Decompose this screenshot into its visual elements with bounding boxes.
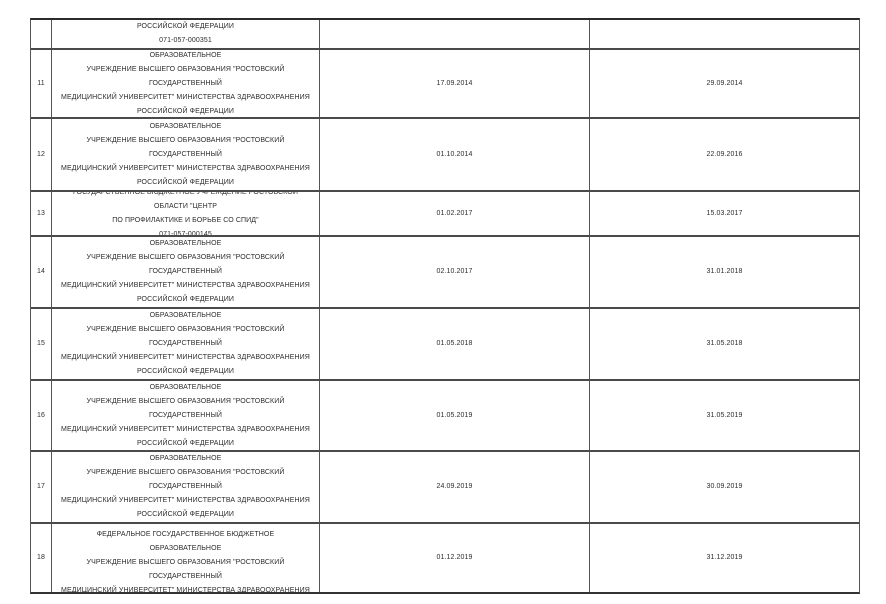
date-from-cell: 01.10.2014 <box>320 119 590 190</box>
date-to-cell: 31.12.2019 <box>706 554 743 561</box>
date-to-cell: 31.05.2018 <box>706 340 743 347</box>
table-row: 16 ФЕДЕРАЛЬНОЕ ГОСУДАРСТВЕННОЕ БЮДЖЕТНОЕ… <box>31 381 859 452</box>
table-row: 15 ФЕДЕРАЛЬНОЕ ГОСУДАРСТВЕННОЕ БЮДЖЕТНОЕ… <box>31 309 859 381</box>
organization-cell: ФЕДЕРАЛЬНОЕ ГОСУДАРСТВЕННОЕ БЮДЖЕТНОЕ ОБ… <box>52 524 320 592</box>
table-row: 13 ГОСУДАРСТВЕННОЕ БЮДЖЕТНОЕ УЧРЕЖДЕНИЕ … <box>31 192 859 237</box>
organization-cell: ФЕДЕРАЛЬНОЕ ГОСУДАРСТВЕННОЕ БЮДЖЕТНОЕ ОБ… <box>52 237 320 307</box>
row-number-cell: 13 <box>31 192 52 235</box>
organization-cell: ФЕДЕРАЛЬНОЕ ГОСУДАРСТВЕННОЕ БЮДЖЕТНОЕ ОБ… <box>52 119 320 190</box>
row-number-cell: 16 <box>31 381 52 450</box>
date-from-cell: 01.05.2018 <box>320 309 590 379</box>
table-row: 17 ФЕДЕРАЛЬНОЕ ГОСУДАРСТВЕННОЕ БЮДЖЕТНОЕ… <box>31 452 859 524</box>
organization-cell: ГОСУДАРСТВЕННОЕ БЮДЖЕТНОЕ УЧРЕЖДЕНИЕ РОС… <box>52 192 320 235</box>
table-row-cut: 18 ФЕДЕРАЛЬНОЕ ГОСУДАРСТВЕННОЕ БЮДЖЕТНОЕ… <box>31 524 859 592</box>
table-row: 11 ФЕДЕРАЛЬНОЕ ГОСУДАРСТВЕННОЕ БЮДЖЕТНОЕ… <box>31 50 859 119</box>
date-from-cell: 01.05.2019 <box>320 381 590 450</box>
date-from-cell: 17.09.2014 <box>320 50 590 117</box>
date-to-cell: 29.09.2014 <box>706 79 743 87</box>
date-to-cell: 15.03.2017 <box>706 209 743 217</box>
date-to-cell: 22.09.2016 <box>706 150 743 158</box>
date-from-cell: 01.12.2019 <box>320 524 590 592</box>
license-table: РОССИЙСКОЙ ФЕДЕРАЦИИ 071-057-000351 11 Ф… <box>30 18 860 594</box>
organization-cell: ФЕДЕРАЛЬНОЕ ГОСУДАРСТВЕННОЕ БЮДЖЕТНОЕ ОБ… <box>52 381 320 450</box>
table-row: 14 ФЕДЕРАЛЬНОЕ ГОСУДАРСТВЕННОЕ БЮДЖЕТНОЕ… <box>31 237 859 309</box>
date-from-cell: 24.09.2019 <box>320 452 590 522</box>
organization-cell: РОССИЙСКОЙ ФЕДЕРАЦИИ 071-057-000351 <box>52 20 320 48</box>
organization-cell: ФЕДЕРАЛЬНОЕ ГОСУДАРСТВЕННОЕ БЮДЖЕТНОЕ ОБ… <box>52 309 320 379</box>
date-to-cell: 31.01.2018 <box>706 268 743 275</box>
row-number-cell: 15 <box>31 309 52 379</box>
date-to-cell: 31.05.2019 <box>706 411 743 419</box>
date-from-cell <box>320 20 590 48</box>
row-number-cell: 18 <box>31 524 52 592</box>
date-from-cell: 01.02.2017 <box>320 192 590 235</box>
table-row: 12 ФЕДЕРАЛЬНОЕ ГОСУДАРСТВЕННОЕ БЮДЖЕТНОЕ… <box>31 119 859 192</box>
table-row-continued: РОССИЙСКОЙ ФЕДЕРАЦИИ 071-057-000351 <box>31 20 859 50</box>
row-number-cell: 11 <box>31 50 52 117</box>
row-number-cell: 12 <box>31 119 52 190</box>
date-to-cell: 30.09.2019 <box>706 483 743 490</box>
row-number-cell <box>31 20 52 48</box>
organization-cell: ФЕДЕРАЛЬНОЕ ГОСУДАРСТВЕННОЕ БЮДЖЕТНОЕ ОБ… <box>52 50 320 117</box>
organization-cell: ФЕДЕРАЛЬНОЕ ГОСУДАРСТВЕННОЕ БЮДЖЕТНОЕ ОБ… <box>52 452 320 522</box>
date-to-cell <box>590 20 859 48</box>
date-from-cell: 02.10.2017 <box>320 237 590 307</box>
row-number-cell: 17 <box>31 452 52 522</box>
row-number-cell: 14 <box>31 237 52 307</box>
